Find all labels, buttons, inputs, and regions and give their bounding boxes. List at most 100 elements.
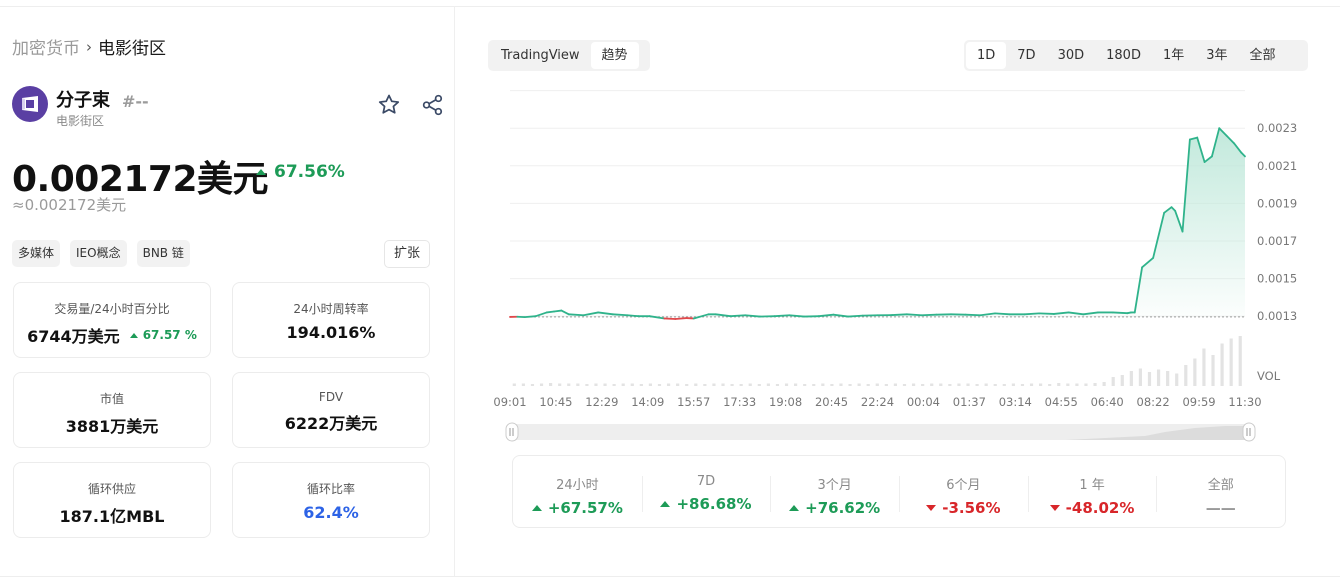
volume-bar <box>848 384 852 386</box>
price-line-segment <box>1174 210 1184 233</box>
stat-value: 6222万美元 <box>284 414 378 433</box>
stat-card-volume: 交易量/24小时百分比 6744万美元 67.57 % <box>13 282 211 358</box>
y-tick-label: 0.0019 <box>1257 196 1297 210</box>
price-line-segment <box>567 313 585 317</box>
tag-bnb-chain[interactable]: BNB 链 <box>136 240 190 267</box>
price-line-segment <box>1211 127 1221 158</box>
volume-bar <box>803 384 807 386</box>
price-change-value: 67.56% <box>274 162 345 182</box>
volume-bar <box>775 384 780 386</box>
volume-bar <box>993 384 997 386</box>
chart-view-toggle: TradingView 趋势 <box>488 40 650 71</box>
volume-bar <box>821 383 825 386</box>
tab-tradingview[interactable]: TradingView <box>501 48 580 63</box>
price-line-segment <box>626 314 640 318</box>
price-line-segment <box>847 314 864 318</box>
favorite-star-icon[interactable] <box>376 92 402 118</box>
volume-bar <box>666 383 671 386</box>
price-line-segment <box>1203 155 1213 163</box>
volume-bar <box>576 383 580 386</box>
volume-bar <box>1211 355 1215 386</box>
range-1d[interactable]: 1D <box>966 42 1007 69</box>
tag-list: 多媒体 IEO概念 BNB 链 <box>12 240 190 267</box>
volume-bar <box>694 383 698 386</box>
perf-1y: 1 年 -48.02% <box>1027 456 1157 527</box>
stat-label: 交易量/24小时百分比 <box>54 302 170 316</box>
expand-button[interactable]: 扩张 <box>384 240 430 268</box>
volume-bar <box>984 383 988 386</box>
volume-bar <box>1011 383 1015 386</box>
range-all[interactable]: 全部 <box>1249 48 1276 63</box>
range-1y[interactable]: 1年 <box>1162 48 1185 63</box>
price-line-segment <box>1111 311 1129 315</box>
volume-bar <box>1002 384 1006 386</box>
volume-bar <box>1120 375 1124 386</box>
x-tick-label: 08:22 <box>1137 395 1170 409</box>
range-180d[interactable]: 180D <box>1106 48 1141 63</box>
price-change: 67.56% <box>256 162 345 182</box>
range-3y[interactable]: 3年 <box>1206 48 1228 63</box>
stat-value: 194.016% <box>286 323 376 342</box>
volume-bar <box>830 384 834 386</box>
range-30d[interactable]: 30D <box>1057 48 1085 63</box>
share-icon[interactable] <box>420 92 446 118</box>
volume-bar <box>884 384 888 386</box>
price-line-segment <box>612 313 629 317</box>
x-tick-label: 17:33 <box>723 395 756 409</box>
volume-bar <box>812 384 816 386</box>
range-7d[interactable]: 7D <box>1017 48 1036 63</box>
x-tick-label: 09:59 <box>1182 395 1215 409</box>
price-line-segment <box>1141 257 1155 269</box>
price-line-segment <box>1053 311 1070 315</box>
volume-bar <box>621 383 625 386</box>
breadcrumb-root-link[interactable]: 加密货币 <box>12 39 80 59</box>
price-line-segment <box>744 314 761 318</box>
x-tick-label: 22:24 <box>861 395 894 409</box>
x-axis-labels: 09:01 10:45 12:29 14:09 15:57 17:33 19:08 20:45… <box>493 395 1261 409</box>
tab-trend[interactable]: 趋势 <box>590 42 639 69</box>
perf-value: +67.57% <box>513 499 642 517</box>
chart-range-navigator[interactable] <box>505 420 1257 444</box>
bottom-divider <box>0 576 1340 577</box>
x-tick-label: 09:01 <box>493 395 526 409</box>
volume-bar <box>1220 343 1224 386</box>
perf-label: 7D <box>696 474 716 489</box>
perf-value: +76.62% <box>770 499 899 517</box>
tag-ieo[interactable]: IEO概念 <box>70 240 127 267</box>
volume-bar <box>1129 371 1133 386</box>
x-tick-label: 10:45 <box>539 395 572 409</box>
volume-bar <box>948 384 952 386</box>
panel-divider <box>454 6 455 576</box>
current-price: 0.002172美元 <box>12 159 269 200</box>
stat-label: FDV <box>318 390 344 404</box>
volume-bar <box>594 383 598 386</box>
volume-change-value: 67.57 % <box>142 328 197 342</box>
volume-bar <box>1029 383 1034 386</box>
stat-card-circulating-ratio: 循环比率 62.4% <box>232 462 430 538</box>
price-line-segment <box>1188 136 1199 141</box>
volume-bar <box>757 384 761 386</box>
volume-change: 67.57 % <box>129 328 197 342</box>
volume-bar <box>1147 372 1152 386</box>
navigator-handle-left[interactable] <box>505 422 519 442</box>
volume-bar <box>703 384 707 386</box>
volume-bar <box>748 383 752 386</box>
chevron-right-icon: › <box>86 37 92 56</box>
perf-6m: 6个月 -3.56% <box>899 456 1028 527</box>
navigator-handle-right[interactable] <box>1242 422 1256 442</box>
volume-bar <box>1229 338 1233 386</box>
volume-bar <box>794 383 798 386</box>
volume-bar <box>730 384 734 386</box>
perf-value: -3.56% <box>899 499 1028 517</box>
perf-value-text: +76.62% <box>805 499 881 517</box>
volume-bar <box>1020 384 1025 386</box>
price-area-fill <box>510 128 1245 317</box>
price-chart[interactable]: 0.00230.00210.00190.00170.00150.0013VOL … <box>493 90 1300 410</box>
tag-multimedia[interactable]: 多媒体 <box>12 240 61 267</box>
stat-card-market-cap: 市值 3881万美元 <box>13 372 211 448</box>
x-tick-label: 19:08 <box>769 395 802 409</box>
perf-value: -48.02% <box>1028 499 1157 517</box>
price-line-segment <box>663 317 677 320</box>
stat-card-circulating-supply: 循环供应 187.1亿MBL <box>13 462 211 538</box>
volume-bar <box>630 383 634 386</box>
